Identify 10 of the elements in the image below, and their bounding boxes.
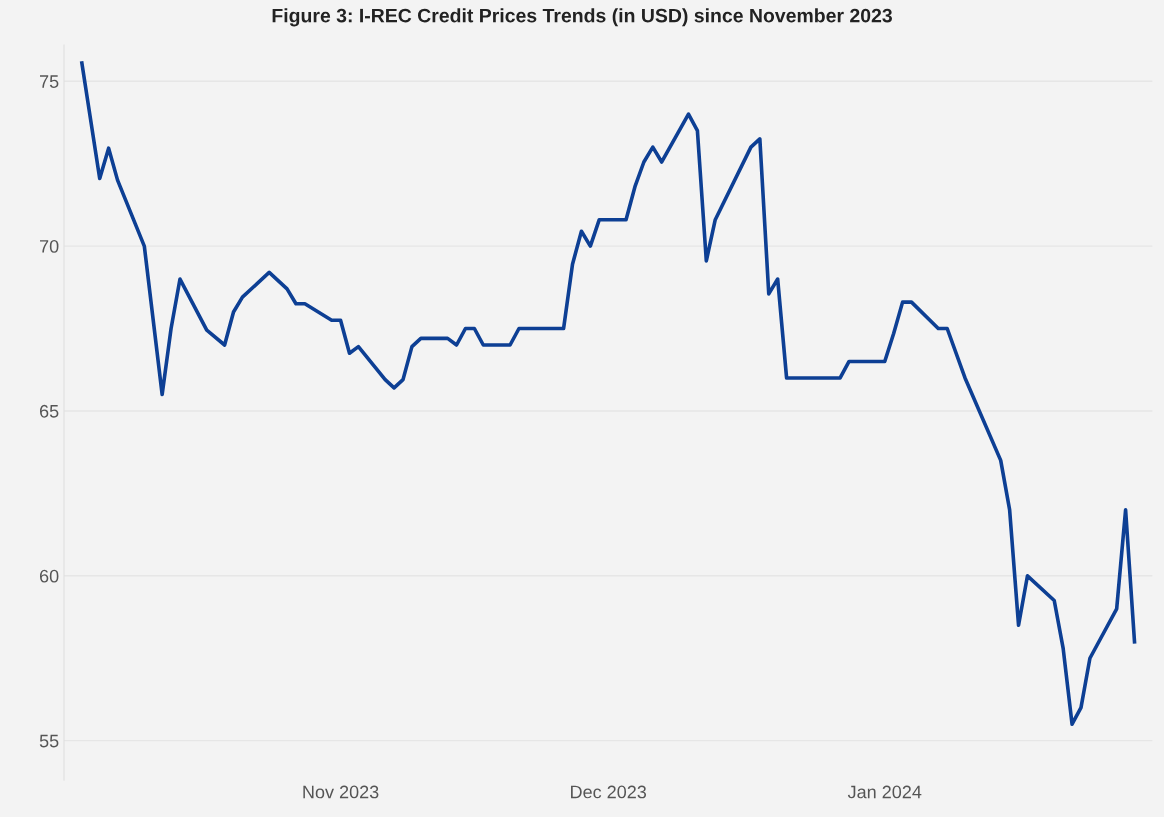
y-tick-label: 75 bbox=[40, 75, 59, 88]
x-tick-label: Jan 2024 bbox=[847, 785, 922, 799]
y-tick-label: 60 bbox=[39, 569, 59, 583]
y-tick-label: 65 bbox=[39, 404, 59, 418]
line-series bbox=[80, 61, 1137, 726]
x-tick-label: Dec 2023 bbox=[571, 785, 647, 799]
x-tick-label: Nov 2023 bbox=[303, 785, 379, 799]
y-tick-label: 70 bbox=[40, 240, 59, 253]
y-tick-label: 55 bbox=[39, 734, 59, 748]
chart-title: Figure 3: I-REC Credit Prices Trends (in USD) since November 2023 bbox=[272, 8, 892, 27]
